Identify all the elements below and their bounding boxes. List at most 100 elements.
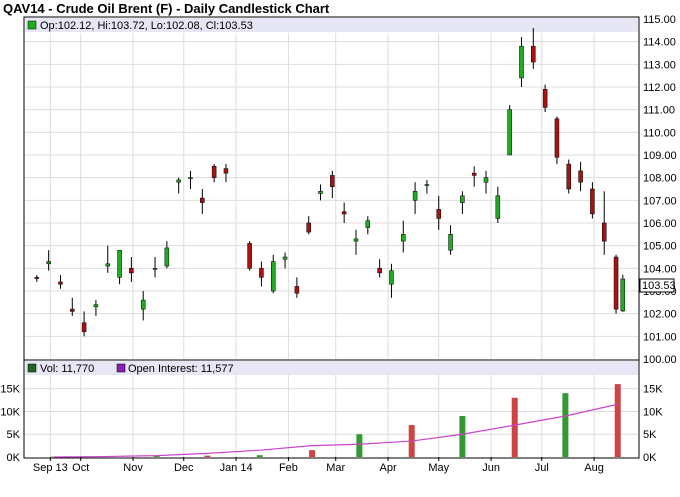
volume-legend-band (25, 361, 638, 375)
volume-y-tick-right: 10K (643, 406, 663, 418)
candle-body (389, 270, 394, 285)
ohlc-legend: Op:102.12, Hi:103.72, Lo:102.08, Cl:103.… (40, 20, 253, 32)
volume-y-tick-left: 10K (0, 406, 20, 418)
volume-panel (23, 359, 640, 459)
candle-body (188, 177, 193, 179)
price-y-tick: 105.00 (643, 241, 677, 253)
candle-body (318, 191, 323, 194)
price-y-tick: 104.00 (643, 263, 677, 275)
candle-body (306, 222, 311, 233)
price-y-tick: 107.00 (643, 195, 677, 207)
volume-bar (614, 384, 621, 457)
open-interest-line (53, 403, 618, 458)
price-y-tick: 106.00 (643, 218, 677, 230)
candle-body (613, 256, 619, 310)
candle-body (471, 172, 477, 176)
x-tick-label: Mar (326, 462, 345, 474)
candle-body (330, 175, 335, 187)
candle-body (70, 308, 75, 312)
candle-body (294, 286, 300, 294)
volume-legend: Vol: 11,770 (40, 363, 94, 375)
ohlc-legend-band (25, 18, 638, 32)
ohlc-legend-swatch (27, 20, 37, 30)
volume-bar (356, 434, 363, 457)
price-y-tick: 113.00 (643, 59, 676, 71)
candle-body (531, 45, 536, 63)
candle-body (412, 191, 418, 201)
x-tick-label: Dec (174, 462, 194, 474)
candle-body (164, 247, 170, 267)
candle-body (507, 109, 512, 156)
volume-y-tick-left: 0K (7, 452, 21, 464)
candle-body (448, 234, 453, 251)
x-tick-label: Aug (584, 462, 604, 474)
x-tick-label: Jul (535, 462, 549, 474)
candle-body (483, 177, 489, 183)
candle-body (93, 304, 99, 308)
volume-y-tick-right: 15K (643, 384, 663, 396)
volume-legend-swatch (27, 363, 37, 373)
volume-bar (256, 455, 263, 457)
oi-legend-swatch (116, 363, 126, 373)
candle-body (129, 268, 134, 274)
candle-body (401, 234, 406, 242)
candle-body (81, 322, 87, 333)
candle-body (365, 220, 371, 228)
candle-body (495, 195, 501, 219)
volume-bar (204, 455, 211, 457)
candle-body (436, 209, 441, 219)
volume-y-tick-left: 15K (0, 384, 20, 396)
candle-body (554, 118, 560, 158)
x-tick-label: Sep 13 (33, 462, 68, 474)
candle-body (117, 249, 122, 278)
volume-y-tick-right: 5K (643, 429, 657, 441)
candle-body (578, 170, 583, 183)
last-price-label: 103.53 (642, 280, 676, 292)
candle-body (200, 197, 205, 203)
candle-body (353, 238, 359, 242)
price-y-tick: 111.00 (643, 105, 675, 117)
volume-bar (153, 456, 160, 457)
candle-body (601, 222, 607, 242)
price-y-tick: 109.00 (643, 150, 677, 162)
price-panel (23, 16, 640, 361)
candle-body (152, 268, 158, 270)
volume-bar (459, 416, 466, 457)
candle-body (34, 277, 40, 279)
price-y-tick: 112.00 (643, 82, 676, 94)
volume-bar (309, 450, 316, 457)
candle-body (460, 195, 465, 203)
oi-legend: Open Interest: 11,577 (128, 363, 234, 375)
volume-y-tick-right: 0K (643, 452, 657, 464)
price-y-tick: 101.00 (643, 331, 677, 343)
candle-body (377, 268, 382, 274)
x-tick-label: Oct (72, 462, 89, 474)
price-y-tick: 110.00 (643, 127, 676, 139)
candle-body (140, 299, 146, 310)
x-tick-label: Jan 14 (220, 462, 253, 474)
candle-body (46, 261, 51, 265)
candle-body (590, 188, 595, 215)
last-price-tag (639, 278, 675, 293)
candle-body (542, 89, 548, 108)
candle-body (519, 45, 524, 79)
price-y-tick: 102.00 (643, 309, 677, 321)
candle-body (259, 268, 264, 278)
chart-title: QAV14 - Crude Oil Brent (F) - Daily Cand… (3, 1, 330, 16)
volume-bar (562, 393, 569, 457)
candle-body (58, 281, 63, 285)
candle-body (566, 163, 572, 190)
price-y-tick: 114.00 (643, 37, 676, 49)
candle-body (223, 168, 229, 174)
x-tick-label: Jun (482, 462, 500, 474)
candle-body (247, 243, 252, 269)
x-tick-label: May (428, 462, 449, 474)
candle-body (424, 184, 430, 186)
candle-body (176, 179, 181, 183)
candle-body (620, 278, 626, 312)
volume-bar (511, 397, 518, 457)
x-tick-label: Feb (279, 462, 298, 474)
price-y-tick: 100.00 (643, 354, 677, 366)
candle-body (105, 263, 110, 267)
